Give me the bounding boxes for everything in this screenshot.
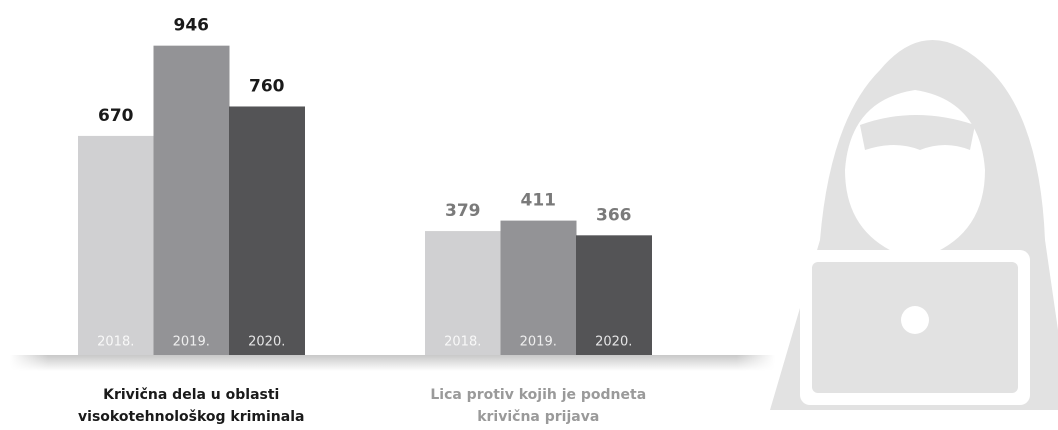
value-label: 379 xyxy=(445,201,481,221)
year-label: 2020. xyxy=(248,335,285,350)
chart-title: Krivična dela u oblasti xyxy=(103,387,279,403)
year-label: 2019. xyxy=(520,335,557,350)
chart-title: krivična prijava xyxy=(477,409,599,425)
year-label: 2018. xyxy=(444,335,481,350)
bar xyxy=(154,46,230,355)
bar xyxy=(78,136,154,355)
infographic: 670 2018. 946 2019. 760 2020. Krivična dela u … xyxy=(0,0,1058,430)
floor-fade xyxy=(10,355,775,371)
year-label: 2018. xyxy=(97,335,134,350)
value-label: 411 xyxy=(521,191,557,211)
year-label: 2019. xyxy=(173,335,210,350)
value-label: 366 xyxy=(596,205,632,225)
chart-title: visokotehnološkog kriminala xyxy=(78,409,304,425)
year-label: 2020. xyxy=(595,335,632,350)
value-label: 670 xyxy=(98,106,134,126)
value-label: 760 xyxy=(249,76,285,96)
hacker-icon xyxy=(770,40,1058,410)
value-label: 946 xyxy=(174,16,210,36)
bar xyxy=(229,106,305,355)
chart-title: Lica protiv kojih je podneta xyxy=(430,387,646,403)
